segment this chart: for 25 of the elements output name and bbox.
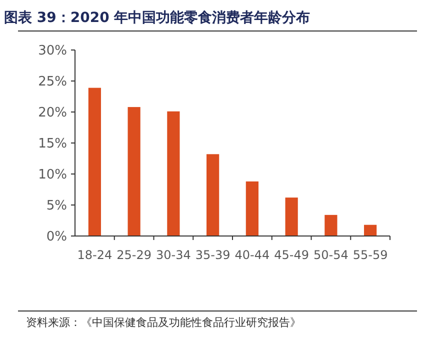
bar — [285, 198, 298, 236]
y-tick-label: 15% — [38, 136, 67, 152]
y-tick-label: 20% — [38, 106, 67, 121]
x-tick-label: 55-59 — [352, 248, 388, 262]
bar — [88, 88, 101, 236]
bar — [128, 107, 140, 236]
x-tick-label: 25-29 — [116, 248, 152, 262]
x-tick-label: 45-49 — [274, 248, 309, 262]
bar — [246, 181, 258, 236]
x-tick-label: 40-44 — [234, 248, 270, 262]
bar — [167, 111, 180, 236]
bar — [364, 224, 377, 236]
y-tick-label: 10% — [38, 168, 67, 183]
y-tick-label: 5% — [46, 198, 67, 214]
y-tick-label: 0% — [46, 230, 67, 245]
text: 资料来源：《中国保健食品及功能性食品行业研究报告》 — [26, 316, 301, 329]
x-tick-label: 35-39 — [195, 248, 230, 262]
bar — [206, 154, 220, 236]
x-tick-label: 30-34 — [156, 248, 191, 262]
x-tick-label: 18-24 — [77, 248, 112, 262]
y-tick-label: 30% — [38, 44, 67, 59]
y-tick-label: 25% — [38, 74, 67, 90]
chart-title: 图表 39：2020 年中国功能零食消费者年龄分布 — [4, 10, 310, 26]
bar — [324, 214, 338, 236]
x-tick-label: 50-54 — [314, 248, 348, 262]
